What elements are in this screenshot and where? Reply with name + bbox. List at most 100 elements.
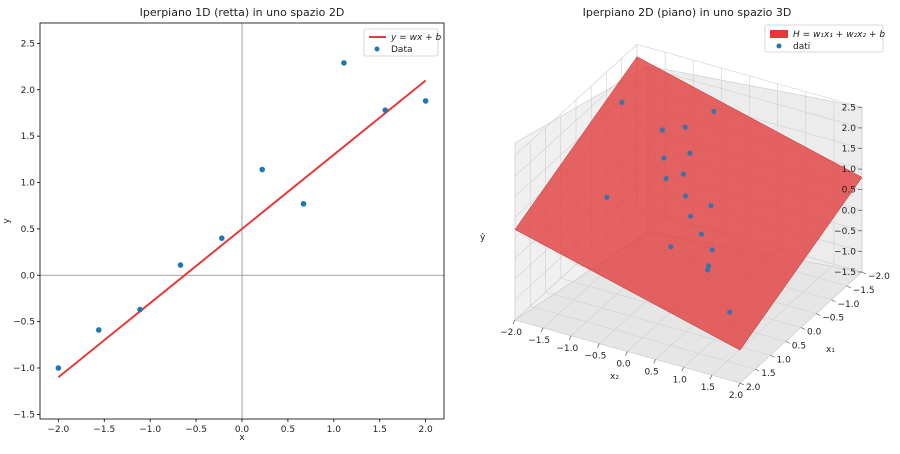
- x2-ticks: −2.0 −1.5 −1.0 −0.5 0.0 0.5 1.0 1.5 2.0: [500, 319, 744, 401]
- x-tick-label: 0.5: [281, 425, 295, 435]
- x1-tick-mark: [846, 285, 851, 289]
- data-point-3d: [688, 213, 694, 219]
- y-tick-label: 0.5: [21, 225, 35, 235]
- left-data-points: [55, 60, 429, 371]
- z-tick-label: 0.0: [842, 206, 857, 216]
- x2-tick-label: 1.0: [673, 375, 688, 385]
- data-point: [55, 365, 62, 371]
- left-legend-line-label: y = wx + b: [390, 33, 442, 43]
- x1-tick-mark: [770, 354, 775, 358]
- y-tick-label: 1.0: [21, 179, 36, 189]
- x1-tick-label: −1.0: [838, 300, 860, 310]
- x1-tick-mark: [739, 382, 745, 386]
- data-point: [300, 201, 307, 207]
- x2-tick-label: 1.5: [701, 383, 715, 393]
- x-tick-label: −1.0: [139, 425, 161, 435]
- x2-tick-mark: [709, 374, 713, 380]
- x-tick-label: −1.5: [93, 425, 115, 435]
- right-legend-box: [764, 24, 884, 53]
- left-axis-lines: [40, 23, 444, 419]
- x-tick-label: −0.5: [185, 425, 207, 435]
- x1-ticks: −2.0 −1.5 −1.0 −0.50.00.51.01.52.0: [739, 271, 890, 393]
- right-chart-title: Iperpiano 2D (piano) in uno spazio 3D: [583, 6, 792, 19]
- left-x-ticks: −2.0 −1.5 −1.0 −0.5 0.0 0.5 1.0 1.5 2.0: [47, 419, 433, 435]
- grid-line-z: [514, 44, 863, 156]
- z-tick-label: 1.5: [842, 145, 856, 155]
- data-point-3d: [687, 150, 693, 156]
- x1-tick-label: −2.0: [868, 272, 890, 282]
- x1-tick-label: −1.5: [853, 286, 875, 296]
- y-tick-label: −1.5: [13, 410, 35, 420]
- x1-axis-label: x₁: [826, 345, 835, 355]
- left-legend-point-label: Data: [391, 45, 413, 55]
- data-point-3d: [682, 193, 689, 199]
- right-legend-plane-label: H = w₁x₁ + w₂x₂ + b: [793, 30, 885, 40]
- z-tick-label: −1.5: [834, 268, 856, 278]
- data-point-3d: [711, 108, 717, 115]
- left-legend-point-swatch: [374, 46, 380, 52]
- right-legend-point-swatch: [776, 43, 782, 49]
- x1-tick-label: 0.5: [792, 341, 806, 351]
- hyperplane-surface: [514, 56, 863, 351]
- x2-tick-mark: [568, 335, 572, 340]
- right-legend-plane-swatch: [770, 30, 788, 38]
- x1-tick-mark: [785, 341, 790, 344]
- z-tick-label: 2.0: [842, 124, 857, 134]
- data-point: [137, 306, 143, 313]
- left-y-axis-label: y: [2, 218, 12, 224]
- x1-tick-mark: [816, 313, 821, 316]
- x1-tick-label: 1.0: [777, 355, 792, 365]
- x2-tick-label: 0.5: [644, 367, 658, 377]
- x1-tick-mark: [831, 299, 836, 303]
- data-point-3d: [663, 175, 669, 182]
- left-legend-box: [363, 28, 439, 57]
- x1-tick-label: 1.5: [761, 369, 775, 379]
- data-point: [219, 235, 225, 241]
- x2-tick-label: 2.0: [729, 391, 744, 401]
- y-tick-label: 1.5: [21, 132, 35, 142]
- x2-tick-mark: [597, 343, 600, 348]
- data-point: [95, 327, 102, 333]
- right-legend: H = w₁x₁ + w₂x₂ + b dati: [764, 24, 885, 53]
- data-point-3d: [708, 202, 714, 209]
- hyperplane-polygon: [514, 56, 863, 351]
- x1-tick-label: 2.0: [746, 383, 761, 393]
- y-tick-label: −1.0: [13, 364, 35, 374]
- x2-tick-label: −0.5: [584, 352, 606, 362]
- x1-tick-mark: [800, 327, 806, 330]
- data-point-3d: [706, 263, 712, 269]
- data-point-3d: [727, 309, 733, 315]
- z-tick-label: −1.0: [834, 247, 856, 257]
- x2-tick-mark: [681, 367, 685, 372]
- x2-tick-mark: [737, 382, 741, 388]
- x-tick-label: 1.0: [327, 425, 342, 435]
- x-tick-label: −2.0: [47, 425, 69, 435]
- data-point-3d: [619, 99, 625, 105]
- data-point: [422, 98, 429, 104]
- x2-tick-label: −2.0: [500, 328, 522, 338]
- z-tick-label: 2.5: [842, 103, 856, 113]
- y-tick-label: 2.5: [21, 39, 35, 49]
- z-tick-label: 1.0: [842, 165, 857, 175]
- x2-tick-mark: [653, 359, 656, 364]
- x1-tick-mark: [755, 368, 760, 372]
- data-point-3d: [680, 171, 686, 177]
- data-point-3d: [682, 124, 688, 130]
- left-chart-title: Iperpiano 1D (retta) in uno spazio 2D: [140, 6, 345, 19]
- x2-tick-label: −1.0: [556, 344, 578, 354]
- x1-tick-mark: [861, 271, 867, 275]
- x2-tick-mark: [540, 327, 544, 333]
- data-point: [259, 166, 266, 173]
- y-tick-label: 0.0: [21, 271, 36, 281]
- x-tick-label: 2.0: [418, 425, 433, 435]
- x2-axis-label: x₂: [610, 372, 619, 382]
- data-point-3d: [709, 247, 715, 253]
- data-point-3d: [659, 127, 665, 133]
- x1-tick-label: 0.0: [807, 328, 822, 338]
- regression-line: [57, 79, 427, 379]
- left-legend: y = wx + b Data: [363, 28, 442, 57]
- right-chart: Iperpiano 2D (piano) in uno spazio 3D −2…: [480, 6, 890, 401]
- z-tick-label: 0.5: [842, 186, 856, 196]
